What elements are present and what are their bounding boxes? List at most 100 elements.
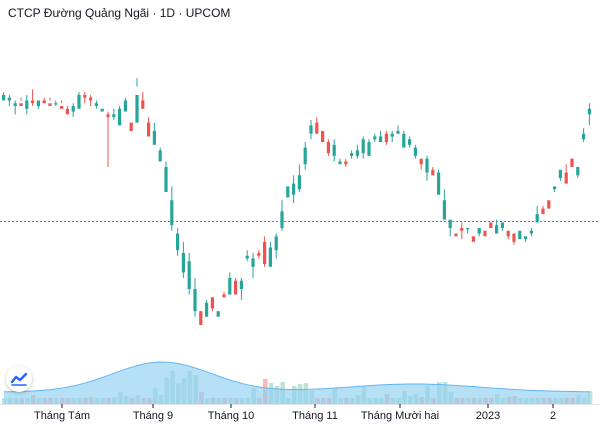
candle-body (2, 94, 6, 101)
candle-body (570, 158, 574, 167)
candle-body (321, 130, 325, 143)
candle-body (454, 233, 458, 237)
candle-body (292, 183, 296, 195)
candle-body (210, 297, 214, 309)
candle-body (94, 103, 98, 106)
volume-bar (587, 391, 593, 404)
candle-body (442, 200, 446, 220)
candle-body (25, 100, 29, 109)
candle-body (506, 230, 510, 237)
candle-body (460, 228, 464, 231)
candle-body (466, 228, 470, 230)
candle-body (437, 172, 441, 195)
x-tick-label: 2023 (476, 410, 500, 422)
candle-body (118, 108, 122, 126)
candle-body (19, 103, 23, 106)
candle-body (36, 100, 40, 106)
candle-body (239, 280, 243, 289)
candle-body (216, 311, 220, 317)
candle-body (187, 261, 191, 289)
candle-body (60, 106, 64, 109)
candle-body (152, 130, 156, 145)
candle-body (558, 169, 562, 179)
candle-body (181, 252, 185, 273)
candle-body (176, 233, 180, 251)
candle-body (315, 122, 319, 134)
volume-ma-area (4, 362, 590, 404)
candle-body (587, 108, 591, 115)
candle-body (408, 139, 412, 145)
candle-body (135, 94, 139, 123)
candle-body (483, 230, 487, 237)
candle-body (518, 230, 522, 240)
x-tick-label: Tháng Tám (34, 410, 90, 422)
candle-body (326, 142, 330, 154)
candle-body (547, 200, 551, 209)
candle-body (268, 247, 272, 267)
candle-body (431, 169, 435, 176)
candle-body (263, 241, 267, 265)
chart-title: CTCP Đường Quảng Ngãi · 1D · UPCOM (8, 6, 231, 20)
candle-body (344, 161, 348, 165)
candle-body (384, 133, 388, 143)
candle-body (147, 122, 151, 137)
candle-body (65, 108, 69, 115)
volume-ma-line (3, 361, 590, 393)
candle-body (553, 186, 557, 190)
candle-body (193, 289, 197, 312)
candle-body (71, 106, 75, 112)
x-tick-label: Tháng 10 (208, 410, 254, 422)
candle-body (170, 200, 174, 226)
candle-body (280, 211, 284, 228)
candle-body (402, 133, 406, 148)
candle-body (31, 100, 35, 104)
candle-body (164, 167, 168, 192)
candle-body (332, 144, 336, 156)
candle-body (535, 214, 539, 223)
candle-body (48, 103, 52, 106)
candle-body (477, 228, 481, 234)
candle-body (361, 139, 365, 154)
candle-body (373, 136, 377, 140)
candle-body (564, 172, 568, 184)
candle-body (222, 294, 226, 298)
candle-body (245, 255, 249, 259)
candle-body (7, 97, 11, 101)
candle-body (512, 233, 516, 242)
candle-body (141, 100, 145, 109)
candle-body (350, 153, 354, 156)
candle-body (541, 208, 545, 215)
candle-body (367, 142, 371, 156)
candle-body (413, 147, 417, 156)
candle-body (471, 236, 475, 242)
candle-body (576, 167, 580, 176)
candle-body (582, 133, 586, 140)
candle-body (199, 311, 203, 326)
x-tick-label: Tháng Mười hai (361, 410, 439, 422)
candle-body (448, 219, 452, 228)
candle-body (419, 158, 423, 165)
candle-body (489, 222, 493, 228)
candle-body (297, 175, 301, 190)
candle-body (257, 252, 261, 256)
candle-body (89, 97, 93, 101)
candle-body (379, 136, 383, 143)
candle-body (303, 147, 307, 165)
candle-body (100, 108, 104, 112)
candle-body (106, 114, 110, 118)
tradingview-logo-icon[interactable] (6, 366, 32, 392)
candle-body (524, 236, 528, 240)
candle-body (529, 230, 533, 234)
x-tick-label: 2 (550, 410, 556, 422)
candle-body (274, 236, 278, 251)
candle-body (495, 225, 499, 234)
candle-body (500, 222, 504, 228)
candle-body (77, 94, 81, 109)
candle-body (83, 94, 87, 98)
candle-body (54, 103, 58, 105)
candle-body (338, 161, 342, 165)
candle-body (112, 114, 116, 118)
candle-body (309, 125, 313, 134)
x-tick-label: Tháng 11 (292, 410, 338, 422)
